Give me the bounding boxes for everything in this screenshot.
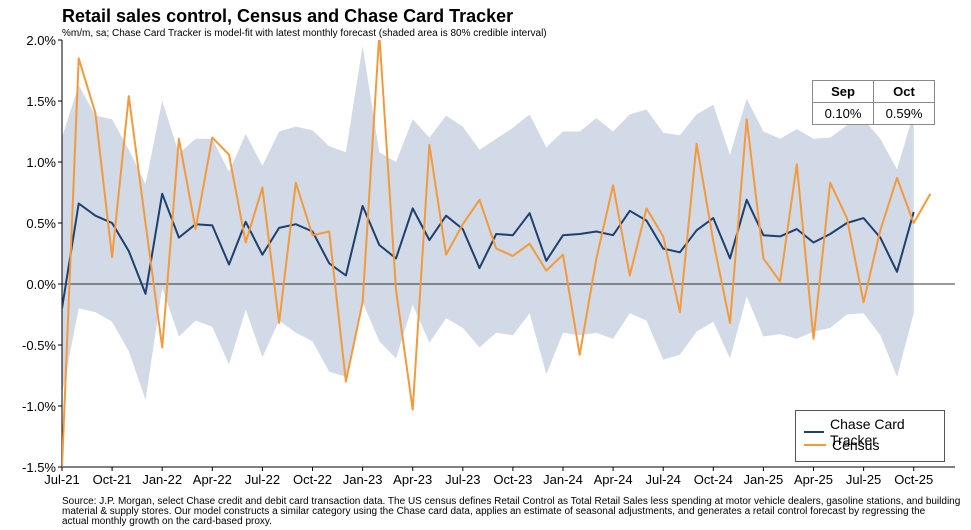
x-tick-label: Jul-23 (445, 472, 480, 487)
y-tick-label: 0.5% (26, 216, 56, 231)
legend-swatch-census (804, 444, 826, 446)
x-tick-label: Apr-25 (794, 472, 833, 487)
forecast-header-sep: Sep (812, 80, 874, 103)
chart-subtitle: %m/m, sa; Chase Card Tracker is model-fi… (62, 28, 547, 39)
y-tick-label: -0.5% (22, 338, 56, 353)
x-tick-label: Oct-21 (93, 472, 132, 487)
x-tick-label: Jul-21 (44, 472, 79, 487)
x-tick-label: Apr-23 (393, 472, 432, 487)
x-tick-label: Oct-23 (493, 472, 532, 487)
legend-item-tracker: Chase Card Tracker (804, 416, 944, 448)
x-tick-label: Jan-23 (343, 472, 383, 487)
forecast-table: Sep Oct 0.10% 0.59% (812, 80, 935, 125)
forecast-header-oct: Oct (873, 80, 935, 103)
source-line: material & supply stores. Our model cons… (62, 506, 926, 517)
x-tick-label: Jan-24 (543, 472, 583, 487)
x-tick-label: Apr-22 (193, 472, 232, 487)
y-tick-label: 1.5% (26, 94, 56, 109)
x-tick-label: Oct-24 (694, 472, 733, 487)
y-tick-label: 0.0% (26, 277, 56, 292)
legend-item-census: Census (804, 437, 879, 453)
x-tick-label: Oct-22 (293, 472, 332, 487)
y-tick-label: 2.0% (26, 33, 56, 48)
source-line: Source: J.P. Morgan, select Chase credit… (62, 496, 961, 507)
y-tick-label: -1.0% (22, 399, 56, 414)
y-tick-label: -1.5% (22, 460, 56, 475)
x-tick-label: Jul-25 (846, 472, 881, 487)
forecast-value-oct: 0.59% (873, 102, 935, 125)
source-line: actual monthly growth on the card-based … (62, 516, 272, 527)
x-tick-label: Jul-24 (645, 472, 680, 487)
x-tick-label: Apr-24 (594, 472, 633, 487)
x-tick-label: Jul-22 (245, 472, 280, 487)
legend-label-tracker: Chase Card Tracker (830, 416, 905, 448)
series-line-tracker (62, 192, 915, 309)
x-tick-label: Jan-25 (744, 472, 784, 487)
retail-sales-chart: 2.0%1.5%1.0%0.5%0.0%-0.5%-1.0%-1.5%Jul-2… (22, 33, 955, 487)
y-tick-label: 1.0% (26, 155, 56, 170)
legend-label-census: Census (832, 437, 880, 453)
x-tick-label: Oct-25 (894, 472, 933, 487)
x-tick-label: Jan-22 (142, 472, 182, 487)
forecast-value-sep: 0.10% (812, 102, 874, 125)
series-line-census (62, 40, 932, 467)
chart-title: Retail sales control, Census and Chase C… (62, 6, 514, 26)
legend-swatch-tracker (804, 431, 825, 433)
source-note: Source: J.P. Morgan, select Chase credit… (62, 496, 961, 527)
chart-legend: Chase Card Tracker Census (795, 410, 945, 462)
